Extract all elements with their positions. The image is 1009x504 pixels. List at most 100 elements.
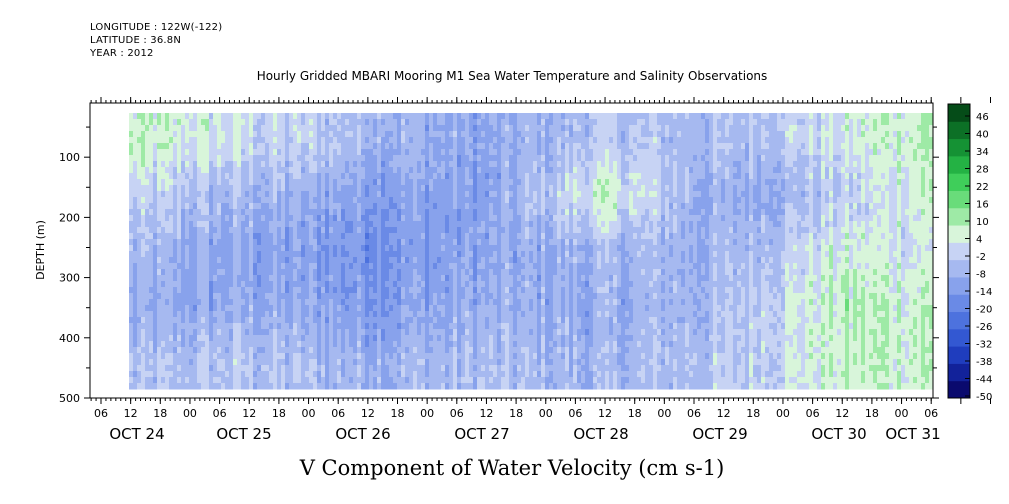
heatmap-cell bbox=[477, 113, 482, 120]
heatmap-cell bbox=[437, 281, 442, 288]
heatmap-cell bbox=[549, 263, 554, 270]
heatmap-cell bbox=[141, 197, 146, 204]
heatmap-cell bbox=[185, 197, 190, 204]
heatmap-cell bbox=[161, 191, 166, 198]
heatmap-cell bbox=[537, 131, 542, 138]
heatmap-cell bbox=[233, 347, 238, 354]
heatmap-cell bbox=[249, 251, 254, 258]
heatmap-cell bbox=[413, 383, 418, 390]
heatmap-cell bbox=[345, 347, 350, 354]
heatmap-cell bbox=[289, 353, 294, 360]
heatmap-cell bbox=[153, 287, 158, 294]
heatmap-cell bbox=[265, 215, 270, 222]
heatmap-cell bbox=[345, 251, 350, 258]
heatmap-cell bbox=[261, 329, 266, 336]
heatmap-cell bbox=[233, 293, 238, 300]
heatmap-cell bbox=[501, 167, 506, 174]
heatmap-cell bbox=[153, 251, 158, 258]
heatmap-cell bbox=[525, 239, 530, 246]
heatmap-cell bbox=[465, 257, 470, 264]
heatmap-cell bbox=[513, 197, 518, 204]
heatmap-cell bbox=[149, 179, 154, 186]
heatmap-cell bbox=[197, 191, 202, 198]
heatmap-cell bbox=[501, 293, 506, 300]
heatmap-cell bbox=[497, 305, 502, 312]
heatmap-cell bbox=[181, 323, 186, 330]
heatmap-cell bbox=[329, 239, 334, 246]
heatmap-cell bbox=[133, 209, 138, 216]
heatmap-cell bbox=[449, 161, 454, 168]
heatmap-cell bbox=[313, 215, 318, 222]
heatmap-cell bbox=[489, 383, 494, 390]
heatmap-cell bbox=[405, 245, 410, 252]
heatmap-cell bbox=[441, 299, 446, 306]
heatmap-cell bbox=[225, 371, 230, 378]
heatmap-cell bbox=[357, 149, 362, 156]
heatmap-cell bbox=[517, 365, 522, 372]
heatmap-cell bbox=[201, 155, 206, 162]
heatmap-cell bbox=[361, 383, 366, 390]
heatmap-cell bbox=[129, 317, 134, 324]
heatmap-cell bbox=[413, 371, 418, 378]
heatmap-cell bbox=[509, 239, 514, 246]
heatmap-cell bbox=[457, 317, 462, 324]
heatmap-cell bbox=[517, 239, 522, 246]
heatmap-cell bbox=[389, 221, 394, 228]
heatmap-cell bbox=[261, 383, 266, 390]
heatmap-cell bbox=[313, 227, 318, 234]
heatmap-cell bbox=[229, 269, 234, 276]
heatmap-cell bbox=[465, 371, 470, 378]
heatmap-cell bbox=[297, 191, 302, 198]
heatmap-cell bbox=[353, 347, 358, 354]
heatmap-cell bbox=[181, 119, 186, 126]
heatmap-cell bbox=[529, 353, 534, 360]
heatmap-cell bbox=[157, 293, 162, 300]
heatmap-cell bbox=[377, 275, 382, 282]
heatmap-cell bbox=[233, 353, 238, 360]
heatmap-cell bbox=[285, 287, 290, 294]
heatmap-cell bbox=[293, 323, 298, 330]
heatmap-cell bbox=[521, 233, 526, 240]
heatmap-cell bbox=[377, 311, 382, 318]
heatmap-cell bbox=[505, 371, 510, 378]
heatmap-cell bbox=[493, 227, 498, 234]
heatmap-cell bbox=[533, 353, 538, 360]
heatmap-cell bbox=[137, 347, 142, 354]
heatmap-cell bbox=[233, 191, 238, 198]
heatmap-cell bbox=[409, 161, 414, 168]
heatmap-cell bbox=[381, 131, 386, 138]
heatmap-cell bbox=[185, 161, 190, 168]
heatmap-cell bbox=[385, 359, 390, 366]
heatmap-cell bbox=[341, 197, 346, 204]
heatmap-cell bbox=[261, 125, 266, 132]
heatmap-cell bbox=[237, 365, 242, 372]
heatmap-cell bbox=[269, 323, 274, 330]
heatmap-cell bbox=[181, 347, 186, 354]
heatmap-cell bbox=[473, 215, 478, 222]
heatmap-cell bbox=[137, 335, 142, 342]
heatmap-cell bbox=[161, 365, 166, 372]
heatmap-cell bbox=[477, 287, 482, 294]
heatmap-cell bbox=[489, 251, 494, 258]
heatmap-cell bbox=[241, 359, 246, 366]
heatmap-cell bbox=[157, 287, 162, 294]
heatmap-cell bbox=[149, 371, 154, 378]
heatmap-cell bbox=[297, 221, 302, 228]
heatmap-cell bbox=[189, 377, 194, 384]
heatmap-cell bbox=[181, 269, 186, 276]
heatmap-cell bbox=[213, 167, 218, 174]
heatmap-cell bbox=[485, 245, 490, 252]
heatmap-cell bbox=[493, 383, 498, 390]
heatmap-cell bbox=[281, 383, 286, 390]
heatmap-cell bbox=[537, 185, 542, 192]
heatmap-cell bbox=[277, 311, 282, 318]
heatmap-cell bbox=[357, 167, 362, 174]
heatmap-cell bbox=[493, 329, 498, 336]
heatmap-cell bbox=[245, 287, 250, 294]
heatmap-cell bbox=[189, 113, 194, 120]
heatmap-cell bbox=[293, 347, 298, 354]
heatmap-cell bbox=[493, 167, 498, 174]
heatmap-cell bbox=[209, 311, 214, 318]
heatmap-cell bbox=[449, 251, 454, 258]
heatmap-cell bbox=[265, 251, 270, 258]
